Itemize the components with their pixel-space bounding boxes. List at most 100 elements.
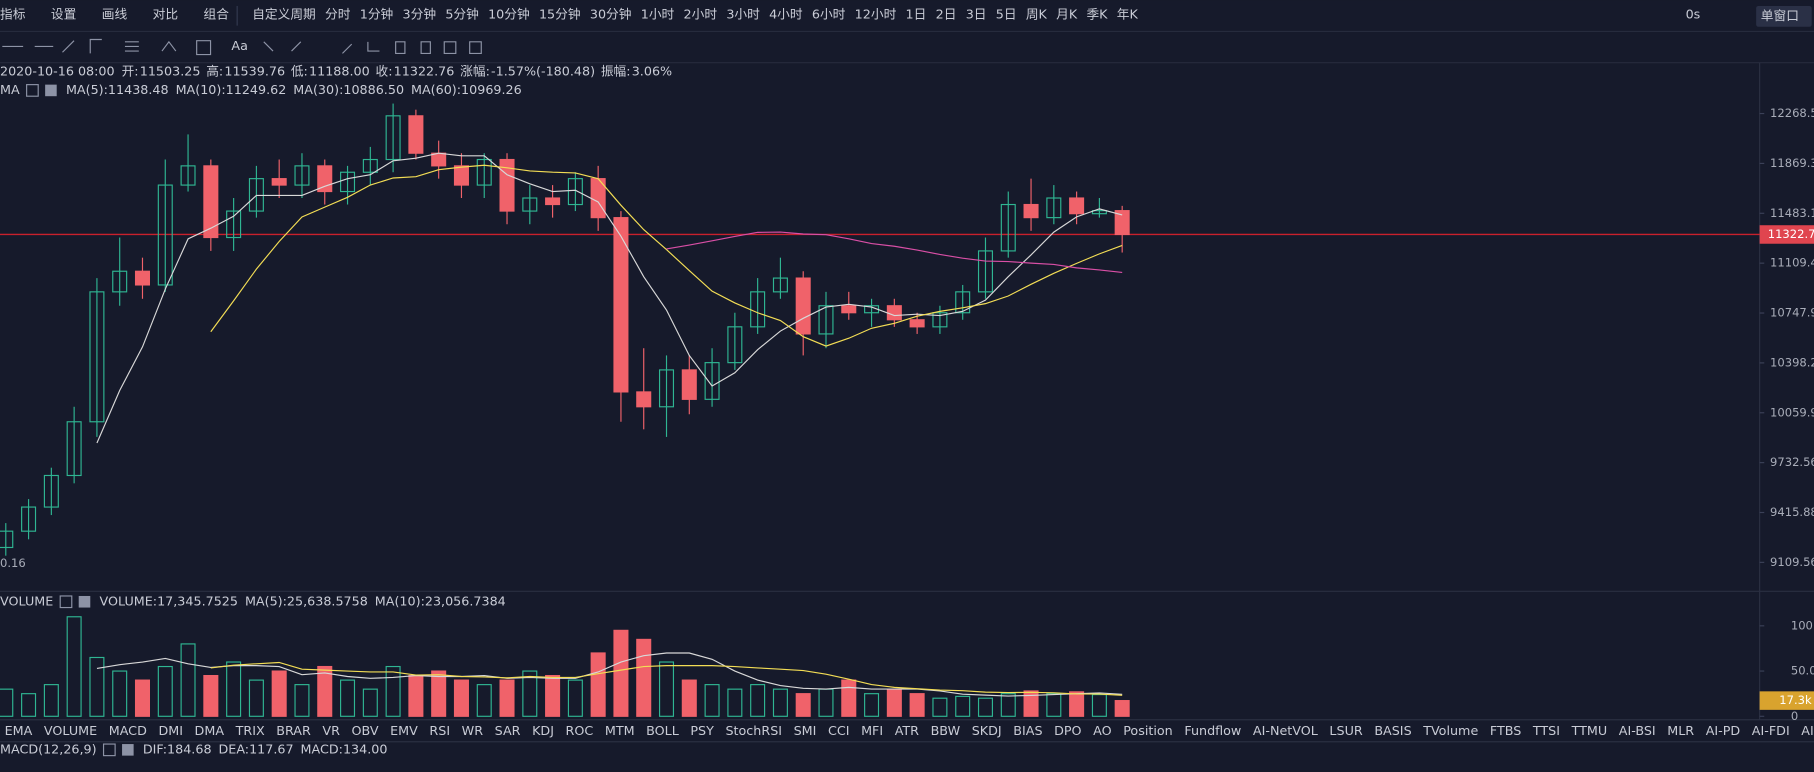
period-item[interactable]: 2日 xyxy=(936,7,957,22)
period-item[interactable]: 2小时 xyxy=(684,7,718,22)
indicator-tab[interactable]: CCI xyxy=(828,723,850,738)
moving-average xyxy=(96,152,1123,444)
period-item[interactable]: 1分钟 xyxy=(360,7,394,22)
drawing-tools[interactable] xyxy=(2,38,482,56)
indicator-tab[interactable]: BRAR xyxy=(276,723,311,738)
period-item[interactable]: 自定义周期 xyxy=(252,7,316,22)
candle-body xyxy=(613,217,629,393)
period-item[interactable]: 1小时 xyxy=(641,7,675,22)
indicator-tab[interactable]: DMA xyxy=(195,723,225,738)
indicator-tab[interactable]: BIAS xyxy=(1013,723,1042,738)
indicator-tab[interactable]: BOLL xyxy=(646,723,680,738)
volume-bar xyxy=(1023,690,1039,717)
y-tick-label: 0 xyxy=(1791,709,1798,723)
info-field: 振幅: xyxy=(601,63,631,78)
info-field: 涨幅: xyxy=(460,63,490,78)
indicator-tab[interactable]: AI-BSI xyxy=(1619,723,1656,738)
indicator-tab[interactable]: AI-PD xyxy=(1706,723,1741,738)
legend-settings[interactable] xyxy=(26,84,39,97)
indicator-tab[interactable]: Fundflow xyxy=(1184,723,1241,738)
legend-item: MA(30):10886.50 xyxy=(293,82,404,97)
indicator-tab[interactable]: TTMU xyxy=(1571,723,1608,738)
indicator-tab[interactable]: EMV xyxy=(390,723,418,738)
toolbar-item[interactable]: 对比 xyxy=(153,7,178,22)
y-tick-label: 9415.88 xyxy=(1770,505,1814,519)
indicator-tab[interactable]: KDJ xyxy=(532,723,554,738)
indicator-tab[interactable]: VOLUME xyxy=(44,723,97,738)
period-item[interactable]: 15分钟 xyxy=(539,7,581,22)
period-item[interactable]: 6小时 xyxy=(812,7,846,22)
indicator-tab[interactable]: MACD xyxy=(109,723,147,738)
toolbar-item[interactable]: 画线 xyxy=(102,7,128,22)
period-item[interactable]: 月K xyxy=(1056,7,1078,22)
indicator-tab[interactable]: OBV xyxy=(352,723,379,738)
legend-close[interactable] xyxy=(78,595,91,608)
toolbar-item[interactable]: 指标 xyxy=(0,7,26,22)
indicator-tab[interactable]: BBW xyxy=(931,723,961,738)
indicator-tab[interactable]: TRIX xyxy=(235,723,265,738)
period-item[interactable]: 分时 xyxy=(325,7,351,22)
legend-close[interactable] xyxy=(122,744,134,756)
indicator-tab[interactable]: EMA xyxy=(5,723,33,738)
indicator-tab[interactable]: SKDJ xyxy=(972,723,1002,738)
indicator-tab[interactable]: AI-LI xyxy=(1801,723,1814,738)
volume-bar xyxy=(886,688,902,717)
legend-item: MA(5):11438.48 xyxy=(66,82,169,97)
indicator-tab[interactable]: SAR xyxy=(495,723,521,738)
volume-bar xyxy=(658,661,675,717)
indicator-tab[interactable]: MFI xyxy=(861,723,883,738)
tool-icons[interactable] xyxy=(2,38,482,56)
toolbar-item[interactable]: 设置 xyxy=(51,7,77,22)
moving-average xyxy=(210,164,1123,347)
window-button[interactable] xyxy=(1756,5,1812,27)
indicator-tab[interactable]: AI-NetVOL xyxy=(1253,723,1319,738)
indicator-tab[interactable]: WR xyxy=(462,723,484,738)
toolbar-item[interactable]: 组合 xyxy=(204,7,230,22)
period-item[interactable]: 3分钟 xyxy=(403,7,437,22)
indicator-tab[interactable]: ATR xyxy=(895,723,919,738)
indicator-tab[interactable]: StochRSI xyxy=(725,723,782,738)
indicator-tab[interactable]: RSI xyxy=(429,723,450,738)
indicator-tab[interactable]: TTSI xyxy=(1532,723,1560,738)
font-tool[interactable]: Aa xyxy=(231,38,248,53)
period-item[interactable]: 30分钟 xyxy=(590,7,632,22)
period-item[interactable]: 周K xyxy=(1026,7,1048,22)
period-item[interactable]: 3日 xyxy=(966,7,987,22)
indicator-tab[interactable]: LSUR xyxy=(1329,723,1362,738)
indicator-tab[interactable]: AO xyxy=(1093,723,1112,738)
period-item[interactable]: 4小时 xyxy=(769,7,803,22)
indicator-tab[interactable]: PSY xyxy=(690,723,714,738)
candle-body xyxy=(453,165,469,186)
period-item[interactable]: 10分钟 xyxy=(488,7,530,22)
period-item[interactable]: 季K xyxy=(1086,7,1108,22)
indicator-tab[interactable]: SMI xyxy=(794,723,817,738)
indicator-tab[interactable]: MLR xyxy=(1667,723,1694,738)
volume-bar xyxy=(1114,700,1130,717)
period-item[interactable]: 5分钟 xyxy=(445,7,479,22)
period-item[interactable]: 5日 xyxy=(996,7,1017,22)
legend-settings[interactable] xyxy=(59,595,73,609)
indicator-tab[interactable]: Position xyxy=(1123,723,1173,738)
indicator-tab[interactable]: BASIS xyxy=(1374,723,1411,738)
volume-bar xyxy=(977,697,993,717)
indicator-tab[interactable]: VR xyxy=(322,723,340,738)
period-item[interactable]: 1日 xyxy=(906,7,927,22)
legend-close[interactable] xyxy=(45,84,57,97)
period-item[interactable]: 3小时 xyxy=(726,7,760,22)
indicator-tab[interactable]: TVolume xyxy=(1422,723,1478,738)
window-label[interactable]: 单窗口 xyxy=(1761,8,1799,23)
candle-body xyxy=(522,197,538,212)
volume-bar xyxy=(955,695,971,717)
period-item[interactable]: 年K xyxy=(1117,7,1139,22)
volume-last-box xyxy=(1759,691,1814,710)
indicator-tab[interactable]: ROC xyxy=(566,723,594,738)
period-item[interactable]: 12小时 xyxy=(855,7,897,22)
indicator-tab[interactable]: FTBS xyxy=(1490,723,1521,738)
indicator-tab[interactable]: DPO xyxy=(1054,723,1081,738)
indicator-tab[interactable]: MTM xyxy=(605,723,635,738)
volume-bar xyxy=(203,675,219,717)
volume-bar xyxy=(134,679,151,717)
legend-settings[interactable] xyxy=(102,743,116,757)
indicator-tab[interactable]: AI-FDI xyxy=(1752,723,1790,738)
indicator-tab[interactable]: DMI xyxy=(158,723,183,738)
